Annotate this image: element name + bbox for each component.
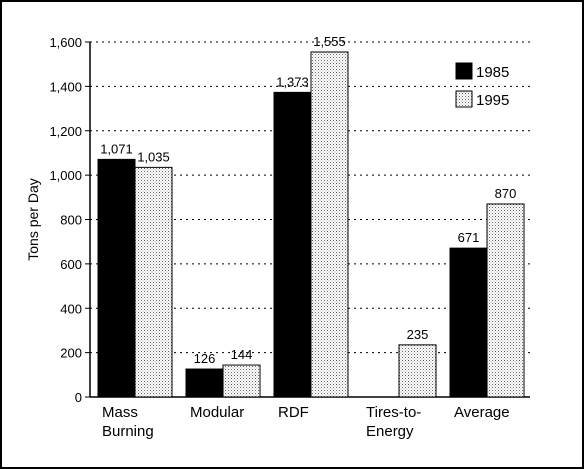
data-label: 671 (458, 230, 480, 245)
legend: 1985 1995 (455, 62, 509, 109)
data-label: 1,555 (313, 34, 346, 49)
legend-swatch-1995 (455, 90, 473, 108)
data-label: 870 (495, 186, 517, 201)
data-label: 1,035 (137, 149, 170, 164)
category-label: Tires-to- (366, 404, 421, 421)
bar-1995 (398, 344, 437, 398)
legend-label: 1985 (476, 64, 509, 81)
category-label: Burning (102, 423, 154, 440)
y-tick-label: 1,200 (49, 124, 82, 139)
data-label: 126 (194, 351, 216, 366)
category-label: Average (454, 404, 510, 421)
y-tick-label: 0 (75, 390, 82, 405)
y-tick-label: 1,400 (49, 79, 82, 94)
y-tick-label: 600 (60, 257, 82, 272)
bar-1985 (273, 91, 312, 398)
category-label: Energy (366, 423, 414, 440)
data-label: 1,071 (100, 141, 133, 156)
data-label: 235 (407, 327, 429, 342)
bar-1995 (310, 51, 349, 398)
y-tick-label: 1,600 (49, 35, 82, 50)
data-label: 144 (231, 347, 253, 362)
bar-1985 (449, 247, 488, 398)
y-tick-label: 800 (60, 213, 82, 228)
y-tick-label: 200 (60, 346, 82, 361)
legend-swatch-1985 (455, 62, 473, 80)
bars (97, 51, 525, 398)
y-tick-label: 1,000 (49, 168, 82, 183)
labels: 0 200 400 600 800 1,000 1,200 1,400 1,600 Tons pe… (25, 34, 516, 440)
bar-1995 (222, 364, 261, 398)
bar-1995 (134, 166, 173, 398)
bar-1995 (486, 203, 525, 398)
data-label: 1,373 (276, 74, 309, 89)
category-label: Modular (190, 404, 244, 421)
legend-label: 1995 (476, 92, 509, 109)
category-label: RDF (278, 404, 309, 421)
y-axis-label: Tons per Day (25, 178, 41, 260)
bar-1985 (185, 368, 224, 398)
y-tick-label: 400 (60, 301, 82, 316)
category-label: Mass (102, 404, 138, 421)
bar-1985 (97, 158, 136, 398)
